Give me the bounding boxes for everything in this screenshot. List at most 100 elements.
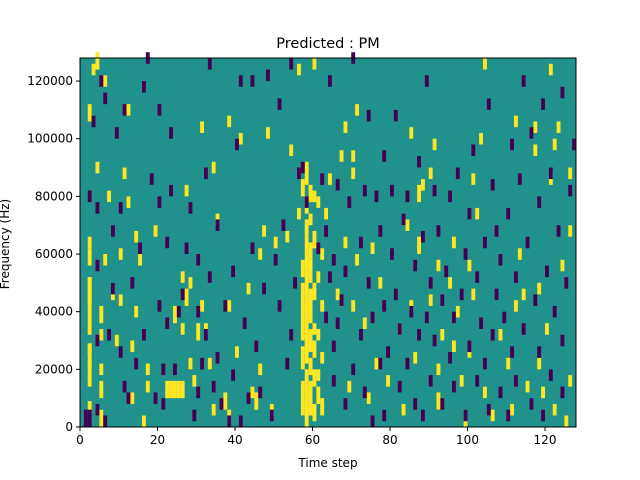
heatmap-cell-high [347,380,352,393]
y-tick-label: 0 [65,420,73,434]
heatmap-cell-high [498,328,503,341]
heatmap-cell-low [359,236,363,249]
heatmap-cell-low [269,409,274,422]
heatmap-cell-high [428,294,433,306]
heatmap-cell-high [95,161,100,174]
heatmap-background [80,58,576,427]
heatmap-cell-low [386,346,390,358]
heatmap-cell-low [498,386,503,399]
heatmap-cell-high [200,300,204,312]
heatmap-cell-high [386,375,390,387]
heatmap-cell-high [308,357,313,376]
heatmap-cell-low [246,392,251,404]
heatmap-cell-high [188,357,193,370]
heatmap-cell-high [421,179,425,191]
heatmap-cell-low [490,328,495,341]
heatmap-cell-high [417,236,421,255]
heatmap-cell-low [95,259,100,272]
heatmap-cell-low [297,167,301,180]
heatmap-cell-low [452,380,456,393]
heatmap-cell-low [440,294,445,306]
heatmap-cell-high [184,288,189,306]
heatmap-cell-high [99,305,104,324]
heatmap-cell-low [424,75,429,87]
heatmap-cell-low [281,219,286,231]
heatmap-cell-high [312,58,317,70]
heatmap-cell-high [308,328,313,353]
heatmap-cell-low [397,323,402,335]
heatmap-cell-high [297,207,301,220]
heatmap-cell-high [173,380,177,399]
heatmap-cell-low [432,334,437,347]
heatmap-cell-low [463,409,468,422]
heatmap-cell-low [510,138,514,151]
heatmap-cell-low [188,202,193,214]
x-tick-label: 40 [227,433,242,447]
heatmap-cell-high [483,58,487,70]
heatmap-cell-high [339,150,344,162]
heatmap-cell-low [111,225,115,237]
heatmap-cell-high [211,161,216,174]
x-tick-label: 0 [76,433,84,447]
heatmap-cell-low [173,363,177,376]
heatmap-cell-low [258,386,263,399]
heatmap-cell-low [316,242,321,255]
heatmap-cell-low [169,184,173,197]
heatmap-cell-low [514,271,518,283]
heatmap-cell-high [211,403,216,416]
heatmap-cell-low [335,317,340,329]
axes-frame [79,57,577,428]
heatmap-cell-low [153,392,158,404]
heatmap-cell-high [250,386,255,399]
heatmap-cell-high [87,277,92,295]
heatmap-cell-high [130,340,135,353]
heatmap-cell-low [328,75,332,87]
heatmap-cell-high [304,219,309,237]
heatmap-cell-high [103,254,108,266]
heatmap-cell-low [440,398,445,410]
heatmap-cell-high [537,357,542,370]
heatmap-cell-low [157,104,162,116]
heatmap-cell-low [545,265,549,278]
heatmap-cell-low [413,259,418,272]
heatmap-cell-high [568,225,573,237]
heatmap-cell-high [436,259,441,272]
heatmap-cell-low [362,386,367,399]
heatmap-cell-low [514,375,518,387]
heatmap-cell-high [300,179,305,197]
heatmap-cell-low [421,409,425,422]
heatmap-cell-high [246,282,251,295]
heatmap-cell-high [483,386,487,399]
heatmap-cell-high [87,248,92,266]
heatmap-cell-low [118,202,123,214]
heatmap-cell-high [145,380,150,393]
heatmap-cell-low [99,75,104,87]
heatmap-cell-high [254,392,259,410]
heatmap-cell-high [521,288,526,301]
heatmap-cell-low [184,242,189,255]
heatmap-cell-high [459,375,464,387]
heatmap-cell-low [537,346,542,358]
heatmap-cell-high [87,236,92,249]
heatmap-cell-low [521,323,526,335]
heatmap-cell-high [510,403,514,416]
heatmap-cell-high [312,340,317,358]
heatmap-cell-low [169,127,173,139]
heatmap-cell-high [320,248,325,260]
heatmap-cell-low [529,127,534,139]
heatmap-cell-low [475,375,480,387]
plot-area [80,52,576,427]
heatmap-cell-low [409,305,414,318]
heatmap-cell-high [304,305,309,329]
heatmap-cell-low [196,386,201,399]
heatmap-cell-low [486,403,491,416]
heatmap-cell-low [130,277,135,289]
heatmap-cell-low [223,300,228,312]
heatmap-cell-high [99,328,104,341]
heatmap-cell-low [207,58,212,70]
heatmap-cell-high [300,282,305,301]
heatmap-cell-low [362,184,367,197]
heatmap-cell-high [541,386,545,399]
heatmap-cell-high [316,196,321,208]
